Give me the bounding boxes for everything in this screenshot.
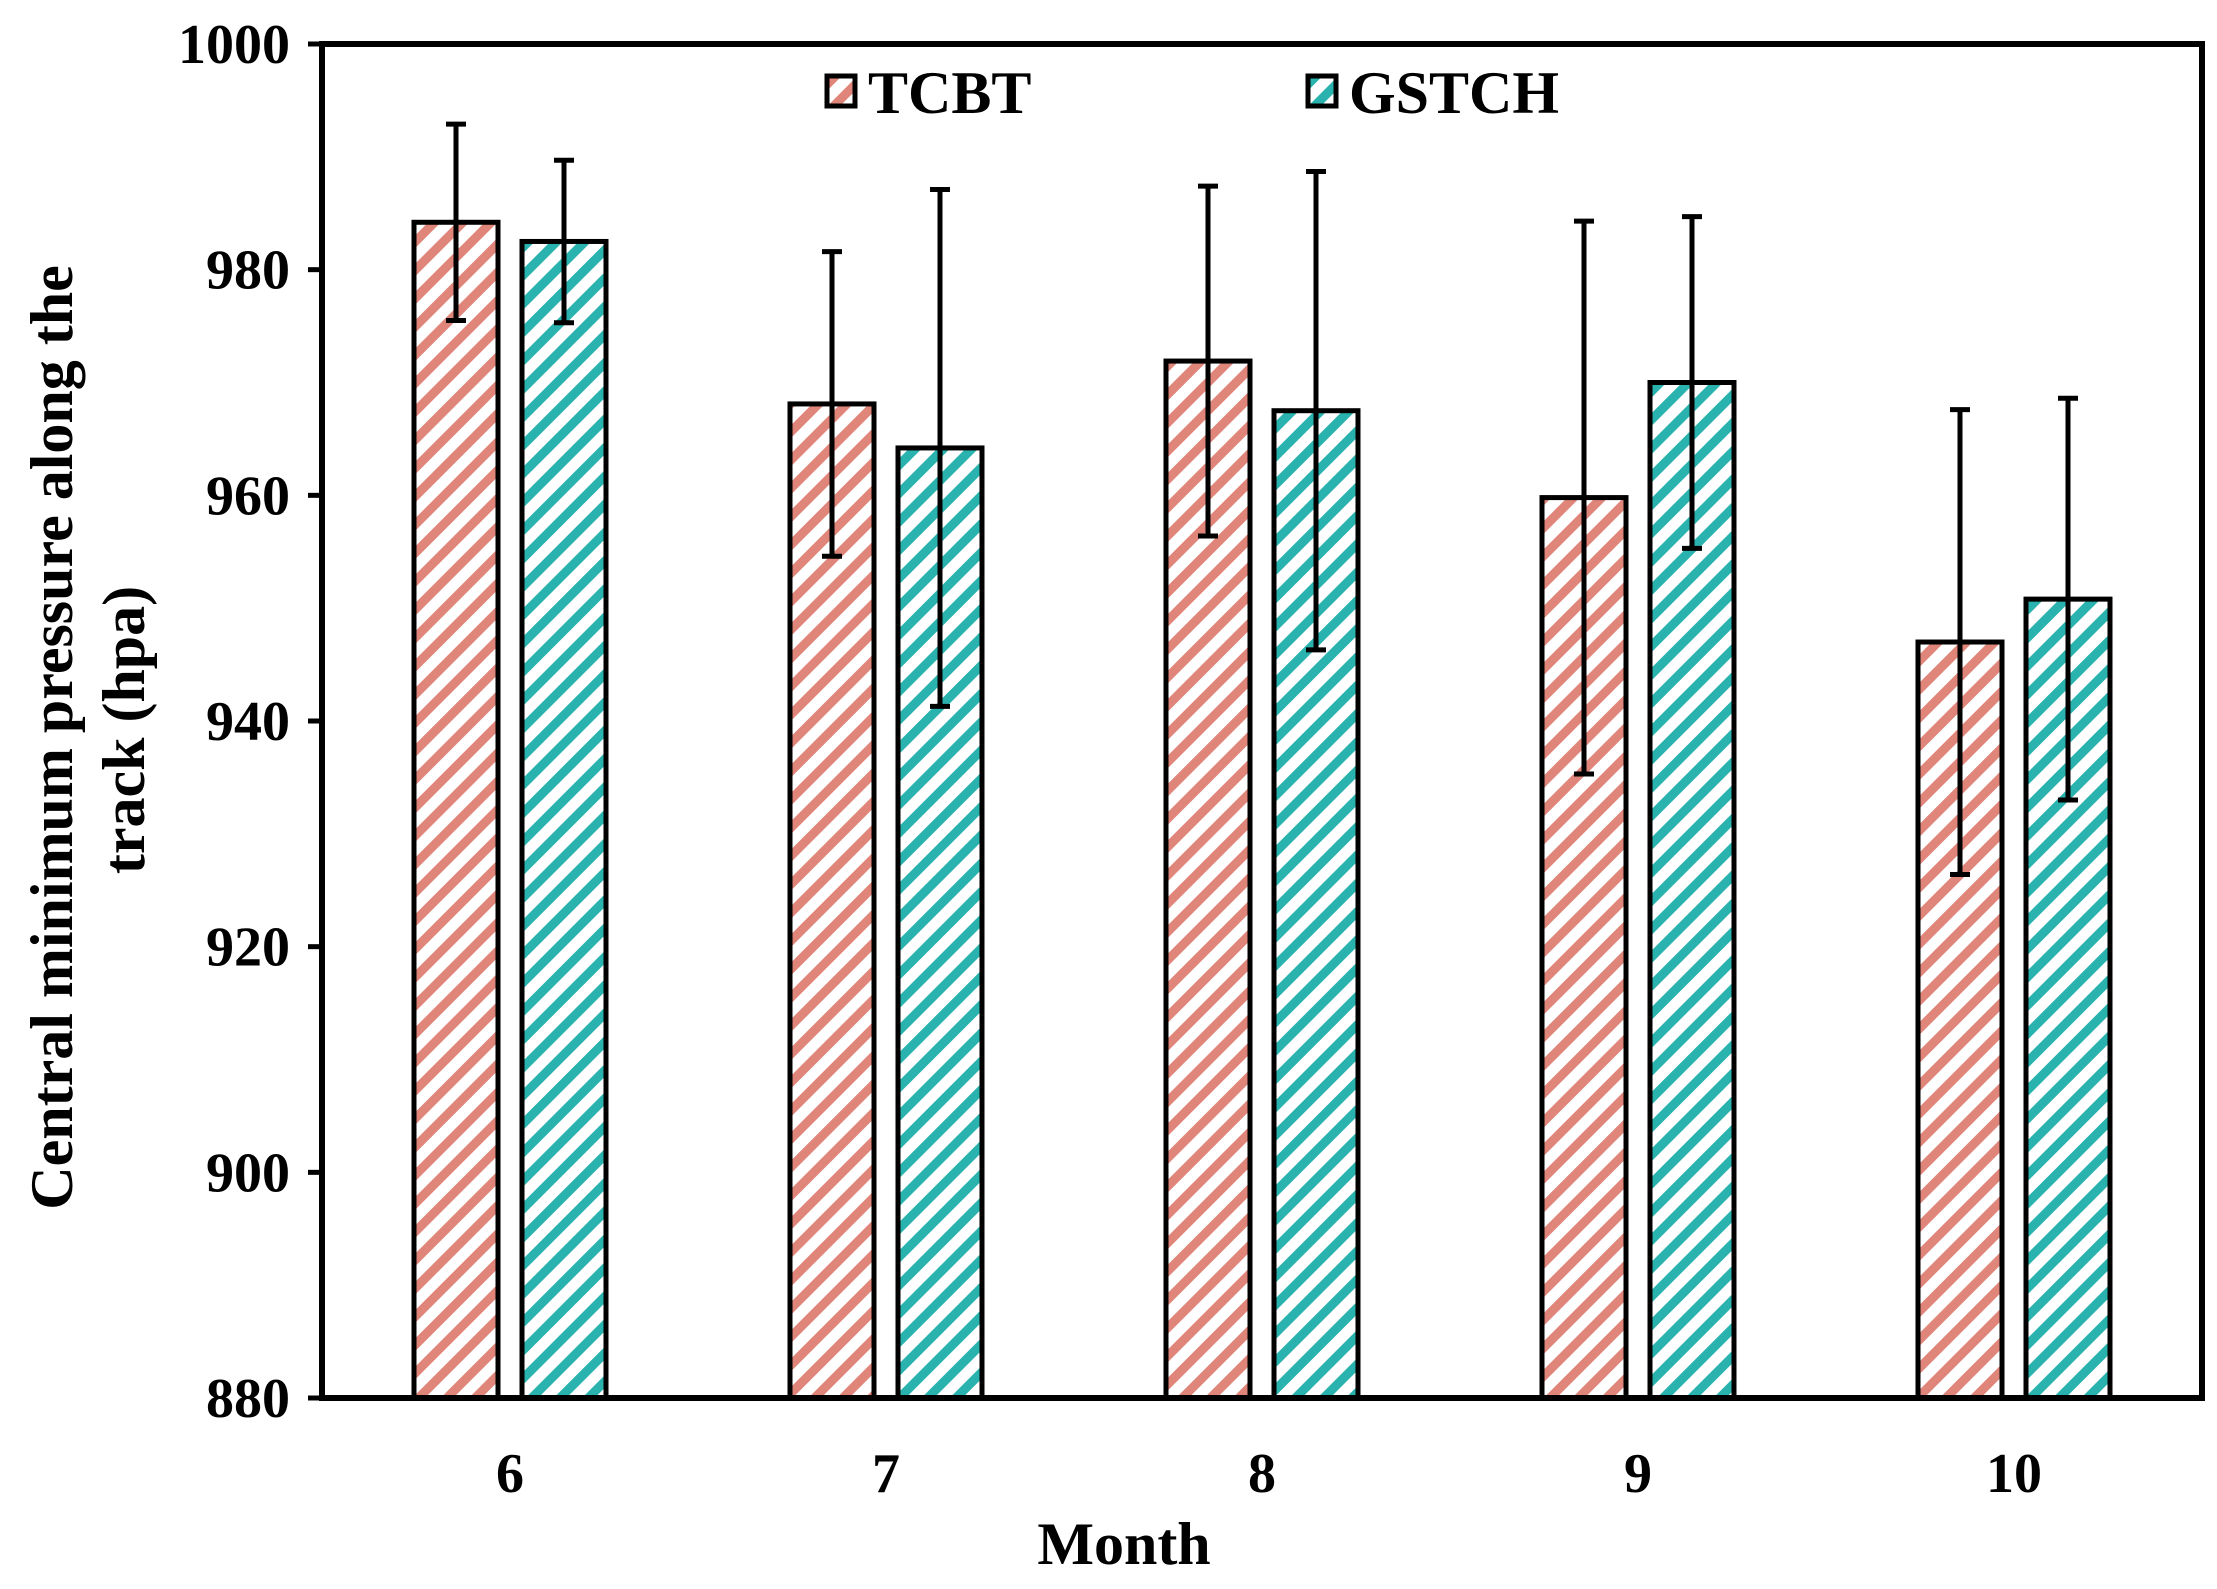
bar-tcbt-month-7 xyxy=(787,401,877,1401)
y-tick-label-900: 900 xyxy=(206,1142,290,1204)
error-bar-gstch-month-7 xyxy=(930,187,950,709)
error-bar-tcbt-month-10 xyxy=(1950,407,1970,877)
legend-swatch-gstch xyxy=(1305,73,1339,109)
y-tick-label-920: 920 xyxy=(206,917,290,979)
legend-swatch-tcbt xyxy=(824,73,858,109)
x-axis-title: Month xyxy=(1037,1511,1210,1577)
y-axis-title: Central minimum pressure along the track… xyxy=(19,250,157,1209)
error-bar-gstch-month-10 xyxy=(2058,395,2078,803)
y-tick-label-960: 960 xyxy=(206,465,290,527)
y-tick-label-980: 980 xyxy=(206,240,290,302)
bar-gstch-month-8 xyxy=(1271,408,1361,1401)
x-tick-label-6: 6 xyxy=(496,1443,524,1505)
x-tick-label-10: 10 xyxy=(1986,1443,2042,1505)
x-axis-ticks: 6 7 8 9 10 xyxy=(496,1443,2042,1505)
error-bar-tcbt-month-6 xyxy=(446,121,466,323)
error-bar-tcbt-month-7 xyxy=(822,249,842,559)
error-bars-layer xyxy=(446,121,2078,877)
y-axis-title-line-2: track (hpa) xyxy=(91,586,157,874)
bar-gstch-month-9 xyxy=(1647,380,1737,1401)
error-bar-tcbt-month-9 xyxy=(1574,218,1594,777)
error-bar-gstch-month-9 xyxy=(1682,214,1702,551)
legend-label-gstch: GSTCH xyxy=(1349,60,1559,126)
legend: TCBT GSTCH xyxy=(824,60,1559,126)
error-bar-tcbt-month-8 xyxy=(1198,183,1218,539)
y-tick-label-1000: 1000 xyxy=(178,14,290,76)
error-bar-gstch-month-8 xyxy=(1306,169,1326,653)
bars-layer xyxy=(411,219,2113,1401)
y-axis-title-line-1: Central minimum pressure along the xyxy=(19,265,85,1209)
y-tick-label-880: 880 xyxy=(206,1368,290,1430)
y-tick-label-940: 940 xyxy=(206,691,290,753)
x-tick-label-9: 9 xyxy=(1624,1443,1652,1505)
y-axis-ticks: 880 900 920 940 960 980 1000 xyxy=(178,14,322,1430)
bar-tcbt-month-6 xyxy=(411,219,501,1401)
legend-label-tcbt: TCBT xyxy=(868,60,1031,126)
x-tick-label-7: 7 xyxy=(872,1443,900,1505)
bar-gstch-month-6 xyxy=(519,238,609,1401)
x-tick-label-8: 8 xyxy=(1248,1443,1276,1505)
error-bar-gstch-month-6 xyxy=(554,157,574,326)
